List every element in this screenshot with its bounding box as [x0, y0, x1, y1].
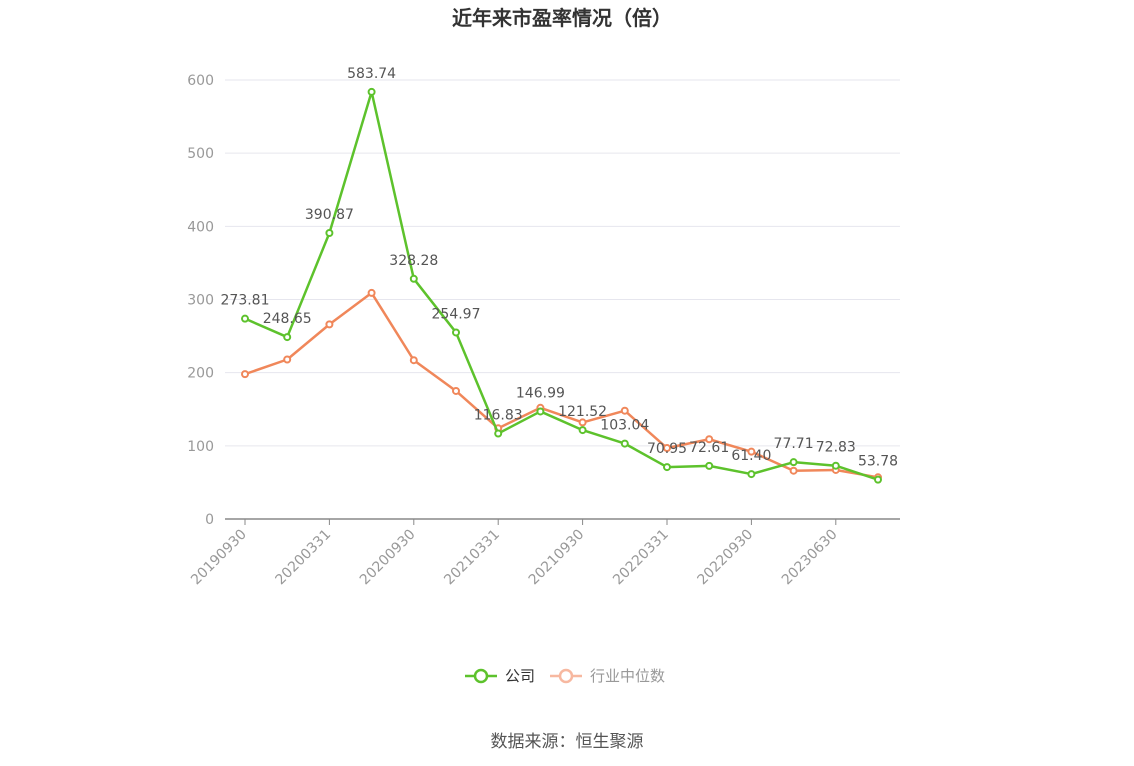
company-point[interactable]	[452, 328, 460, 337]
legend-label: 行业中位数	[590, 667, 665, 685]
data-label: 77.71	[774, 436, 814, 452]
x-tick-label: 20200331	[273, 527, 335, 589]
legend[interactable]: 公司 行业中位数	[465, 667, 665, 685]
data-label: 248.65	[263, 311, 312, 327]
data-source: 数据来源：恒生聚源	[491, 732, 644, 752]
data-label: 72.83	[816, 440, 856, 456]
y-tick-label: 300	[187, 293, 214, 309]
series-layer	[241, 87, 882, 484]
x-tick-label: 20220331	[610, 527, 672, 589]
data-label: 61.40	[731, 448, 771, 464]
company-series-line	[244, 90, 879, 481]
company-point[interactable]	[325, 229, 334, 238]
industry-point[interactable]	[241, 370, 249, 379]
data-label: 70.95	[647, 441, 687, 457]
industry-point[interactable]	[283, 355, 292, 364]
y-tick-label: 100	[187, 439, 214, 455]
industry-series-line	[244, 291, 879, 479]
company-point[interactable]	[283, 333, 292, 342]
y-tick-label: 500	[187, 146, 214, 162]
industry-point[interactable]	[452, 386, 460, 395]
company-point[interactable]	[367, 87, 376, 96]
data-label: 53.78	[858, 454, 898, 470]
x-axis: 20190930 20200331 20200930 20210331 20210930…	[188, 518, 900, 589]
legend-marker-icon	[558, 668, 574, 684]
industry-point[interactable]	[620, 406, 629, 415]
y-tick-label: 400	[187, 219, 214, 235]
data-label: 116.83	[474, 408, 523, 424]
x-tick-label: 20230630	[779, 527, 841, 589]
industry-point[interactable]	[747, 447, 756, 456]
y-axis: 0 100 200 300 400 500 600	[187, 73, 214, 528]
company-point[interactable]	[789, 458, 798, 467]
industry-point[interactable]	[663, 444, 671, 453]
company-point[interactable]	[747, 470, 756, 479]
company-point[interactable]	[241, 314, 249, 323]
x-tick-label: 20190930	[188, 527, 250, 589]
x-tick-label: 20210930	[526, 527, 588, 589]
data-label: 72.61	[689, 440, 729, 456]
industry-point[interactable]	[367, 288, 376, 297]
chart-title: 近年来市盈率情况（倍）	[452, 6, 672, 30]
x-tick-label: 20210331	[441, 527, 503, 589]
data-labels: 273.81 248.65 390.87 583.74 328.28 254.97 116.…	[221, 66, 899, 470]
x-tick-label: 20220930	[695, 527, 757, 589]
data-label: 103.04	[600, 418, 649, 434]
company-point[interactable]	[620, 439, 629, 448]
company-point[interactable]	[831, 461, 840, 470]
data-label: 254.97	[432, 306, 481, 322]
industry-point[interactable]	[789, 466, 798, 475]
legend-item-company[interactable]: 公司	[465, 667, 535, 685]
grid-lines	[225, 79, 900, 447]
y-tick-label: 0	[205, 512, 214, 528]
y-tick-label: 200	[187, 366, 214, 382]
data-label: 121.52	[558, 404, 607, 420]
company-point[interactable]	[409, 274, 418, 283]
data-label: 390.87	[305, 207, 354, 223]
legend-label: 公司	[505, 667, 535, 685]
industry-point[interactable]	[409, 356, 418, 365]
industry-point[interactable]	[705, 435, 714, 444]
industry-point[interactable]	[325, 320, 334, 329]
data-label: 583.74	[347, 66, 396, 82]
company-point[interactable]	[536, 407, 545, 416]
legend-item-industry[interactable]: 行业中位数	[550, 667, 665, 685]
company-point[interactable]	[663, 463, 671, 472]
y-tick-label: 600	[187, 73, 214, 89]
industry-point[interactable]	[578, 418, 587, 427]
data-label: 146.99	[516, 385, 565, 401]
company-point[interactable]	[578, 426, 587, 435]
data-label: 273.81	[221, 293, 270, 309]
x-tick-label: 20200930	[357, 527, 419, 589]
legend-marker-icon	[473, 668, 489, 684]
company-point[interactable]	[494, 429, 503, 438]
company-point[interactable]	[874, 475, 882, 484]
company-point[interactable]	[705, 461, 714, 470]
data-label: 328.28	[389, 253, 438, 269]
